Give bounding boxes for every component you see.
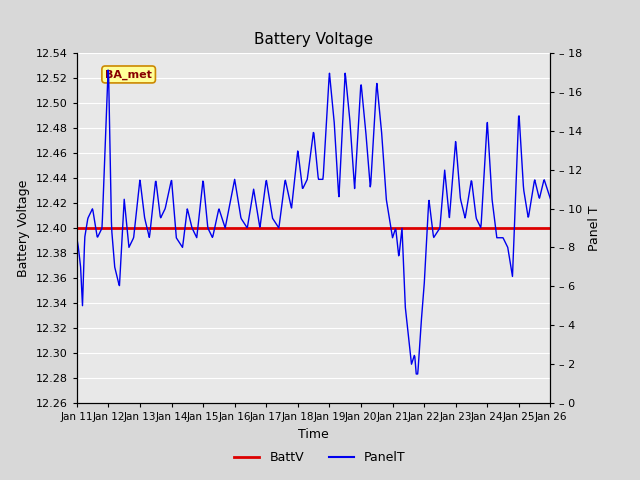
Y-axis label: Battery Voltage: Battery Voltage (17, 180, 30, 276)
X-axis label: Time: Time (298, 428, 329, 441)
Legend: BattV, PanelT: BattV, PanelT (229, 446, 411, 469)
Text: BA_met: BA_met (105, 69, 152, 80)
Title: Battery Voltage: Battery Voltage (254, 33, 373, 48)
Y-axis label: Panel T: Panel T (588, 205, 601, 251)
